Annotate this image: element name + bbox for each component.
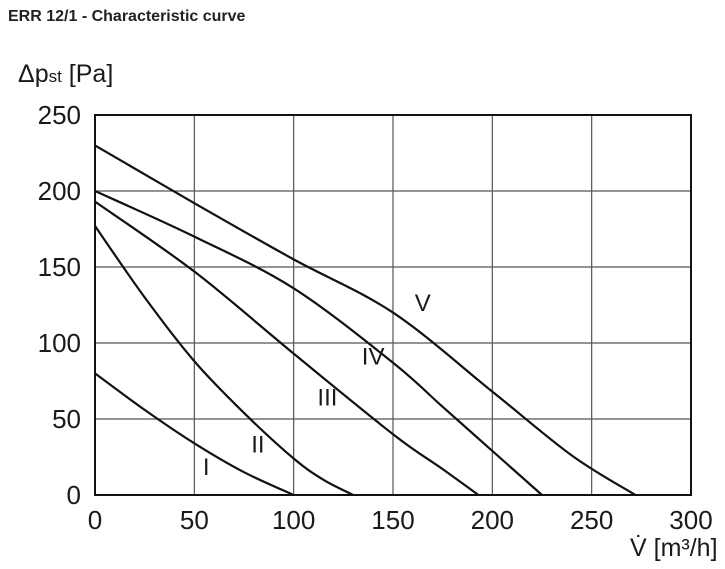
curve-label-III: III — [317, 384, 337, 411]
curve-label-IV: IV — [362, 343, 385, 370]
curve-label-II: II — [251, 431, 264, 458]
x-tick-label-150: 150 — [371, 505, 414, 535]
curve-I — [94, 372, 295, 496]
plot-frame — [94, 114, 692, 496]
curves — [94, 144, 636, 496]
y-axis-label: Δpst [Pa] — [18, 60, 113, 88]
x-tick-label-200: 200 — [471, 505, 514, 535]
curve-label-V: V — [415, 290, 431, 317]
curve-V — [94, 144, 636, 496]
x-tick-label-0: 0 — [88, 505, 102, 535]
tick-labels: 0 50 100 150 200 250 300 0 50 100 150 200 250 — [38, 100, 713, 535]
x-tick-label-50: 50 — [180, 505, 209, 535]
curve-III — [94, 200, 480, 496]
y-tick-label-0: 0 — [67, 480, 81, 510]
x-axis-label: V̇ [m³/h] — [630, 533, 718, 562]
y-tick-label-100: 100 — [38, 328, 81, 358]
curve-IV — [94, 190, 543, 496]
y-tick-label-200: 200 — [38, 176, 81, 206]
x-tick-label-100: 100 — [272, 505, 315, 535]
curve-II — [94, 225, 354, 496]
y-tick-label-50: 50 — [52, 404, 81, 434]
curve-label-I: I — [203, 454, 210, 481]
y-tick-label-150: 150 — [38, 252, 81, 282]
x-tick-label-300: 300 — [669, 505, 712, 535]
chart-title: ERR 12/1 - Characteristic curve — [8, 8, 246, 25]
x-tick-label-250: 250 — [570, 505, 613, 535]
y-tick-label-250: 250 — [38, 100, 81, 130]
